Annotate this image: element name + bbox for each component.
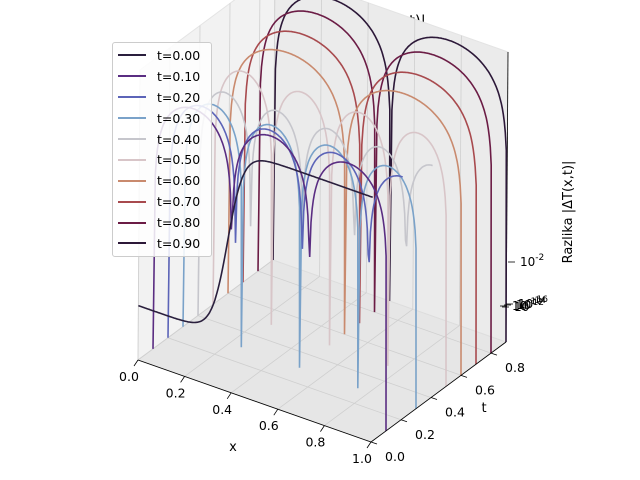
t-tick-3 (460, 374, 468, 378)
x-tick-2 (226, 392, 232, 400)
z-tick-label-0: 10-2 (520, 253, 544, 269)
x-tick-3 (273, 408, 279, 416)
t-tick-1 (400, 419, 408, 423)
z-tick-label-1: 10-10 (512, 297, 542, 313)
x-axis-title: x (229, 440, 237, 455)
t-tick-4 (490, 352, 498, 356)
legend-swatch (118, 158, 146, 161)
t-tick-label-0: 0.0 (385, 449, 405, 464)
legend-item: t=0.00 (113, 45, 211, 66)
legend-swatch (118, 221, 146, 224)
series-curves (138, 0, 508, 431)
grid-x-4 (324, 35, 462, 426)
z-tick-label-3: 10-14 (516, 296, 546, 312)
t-tick-label-1: 0.2 (415, 427, 435, 442)
legend-label: t=0.30 (157, 110, 201, 126)
legend-label: t=0.00 (157, 47, 201, 63)
legend-item: t=0.50 (113, 149, 211, 170)
legend-swatch (118, 200, 146, 203)
x-tick-label-5: 1.0 (352, 451, 372, 466)
legend-swatch (118, 138, 146, 140)
legend-label: t=0.40 (157, 131, 201, 147)
legend-label: t=0.20 (157, 89, 201, 105)
legend-label: t=0.80 (157, 215, 201, 231)
series-line-0 (138, 160, 373, 324)
series-line-7 (242, 30, 478, 365)
x-tick-1 (180, 376, 185, 383)
legend-item: t=0.40 (113, 129, 211, 150)
legend-swatch (118, 96, 146, 99)
t-tick-label-3: 0.6 (475, 382, 495, 397)
x-tick-4 (320, 425, 325, 432)
legend-label: t=0.70 (157, 194, 201, 210)
t-axis-title: t (481, 401, 486, 416)
series-line-5 (212, 70, 447, 387)
legend-swatch (118, 179, 146, 182)
legend-swatch (118, 54, 146, 57)
t-tick-0 (370, 441, 378, 445)
x-tick-label-0: 0.0 (119, 369, 139, 384)
legend-swatch (118, 242, 146, 245)
legend-item: t=0.70 (113, 191, 211, 212)
grid-x-3 (277, 19, 416, 410)
legend: t=0.00 t=0.10 t=0.20 t=0.30 t=0.40 t=0.50 t=0.… (112, 42, 212, 257)
series-line-3 (182, 103, 417, 409)
legend-item: t=0.80 (113, 212, 211, 233)
legend-item: t=0.60 (113, 170, 211, 191)
z-tick-label-4: 10-16 (518, 295, 548, 311)
legend-label: t=0.90 (157, 235, 201, 251)
legend-swatch (118, 75, 146, 78)
x-tick-0 (133, 359, 139, 367)
x-tick-label-2: 0.4 (212, 402, 232, 417)
legend-item: t=0.90 (113, 233, 211, 254)
t-axis-line (370, 341, 507, 443)
legend-item: t=0.20 (113, 87, 211, 108)
legend-swatch (118, 117, 146, 120)
legend-item: t=0.30 (113, 108, 211, 129)
z-tick-label-2: 10-12 (514, 298, 544, 314)
x-axis-line (137, 359, 372, 443)
grid-x-1 (184, 0, 322, 377)
legend-label: t=0.10 (157, 68, 201, 84)
legend-label: t=0.50 (157, 152, 201, 168)
z-axis-title: Razlika |ΔT(x,t)| (561, 161, 576, 264)
x-tick-label-4: 0.8 (305, 435, 325, 450)
legend-label: t=0.60 (157, 173, 201, 189)
series-line-9 (272, 0, 508, 343)
x-tick-5 (366, 441, 372, 449)
t-tick-label-2: 0.4 (445, 405, 465, 420)
t-tick-2 (430, 397, 438, 400)
series-line-6 (227, 48, 462, 376)
x-tick-label-3: 0.6 (259, 418, 279, 433)
legend-item: t=0.10 (113, 66, 211, 87)
t-tick-label-4: 0.8 (505, 360, 525, 375)
series-line-8 (257, 10, 493, 354)
series-line-4 (197, 91, 433, 316)
x-tick-label-1: 0.2 (166, 385, 186, 400)
